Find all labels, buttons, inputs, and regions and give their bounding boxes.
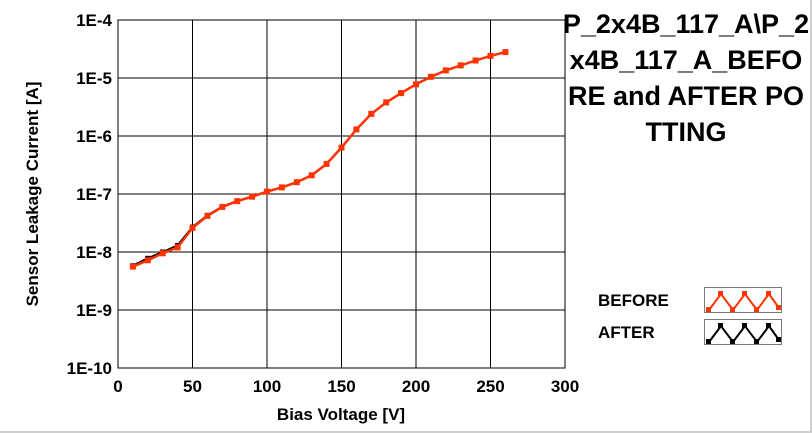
y-tick-label: 1E-4 <box>76 11 112 30</box>
y-axis-ticks: 1E-10 1E-9 1E-8 1E-7 1E-6 1E-5 1E-4 <box>67 11 113 378</box>
legend-swatch-after <box>704 319 782 345</box>
data-point-before <box>264 188 270 195</box>
x-axis-ticks: 0 50 100 150 200 250 300 <box>113 377 579 396</box>
data-point-before <box>308 172 315 179</box>
data-point-before <box>487 52 494 59</box>
x-tick-label: 100 <box>253 377 281 396</box>
y-tick-label: 1E-9 <box>76 301 112 320</box>
data-point-before <box>174 244 181 251</box>
y-axis-label: Sensor Leakage Current [A] <box>23 82 42 307</box>
grid-lines <box>118 20 565 368</box>
data-point-before <box>502 49 509 56</box>
data-point-before <box>442 67 449 74</box>
data-point-before <box>413 81 419 88</box>
data-point-before <box>368 110 375 117</box>
data-point-before <box>159 250 166 257</box>
data-point-before <box>457 62 464 69</box>
x-tick-label: 50 <box>183 377 202 396</box>
data-point-before <box>338 144 345 151</box>
data-point-before <box>144 257 151 264</box>
data-point-before <box>293 179 300 186</box>
y-tick-label: 1E-6 <box>76 127 112 146</box>
data-point-before <box>353 126 360 133</box>
data-point-before <box>383 99 390 106</box>
legend-item-before: BEFORE <box>598 287 782 315</box>
legend-label-after: AFTER <box>598 323 655 342</box>
data-point-before <box>427 73 434 80</box>
data-point-before <box>129 263 136 270</box>
data-point-before <box>278 184 285 191</box>
series-layer <box>129 49 509 270</box>
y-tick-label: 1E-8 <box>76 243 112 262</box>
data-point-before <box>398 90 405 97</box>
data-point-before <box>189 224 196 231</box>
data-point-before <box>234 198 241 205</box>
y-tick-label: 1E-5 <box>76 69 112 88</box>
data-point-before <box>219 203 226 210</box>
series-before <box>129 49 509 270</box>
x-tick-label: 150 <box>327 377 355 396</box>
x-tick-label: 200 <box>402 377 430 396</box>
y-tick-label: 1E-10 <box>67 359 112 378</box>
legend-swatch-before <box>704 287 782 313</box>
data-point-before <box>204 212 211 219</box>
data-point-before <box>472 57 479 64</box>
legend: BEFORE AFTER <box>590 285 782 349</box>
x-axis-label: Bias Voltage [V] <box>277 405 405 424</box>
legend-item-after: AFTER <box>598 319 782 347</box>
x-tick-label: 0 <box>113 377 122 396</box>
x-tick-label: 300 <box>551 377 579 396</box>
legend-label-before: BEFORE <box>598 291 669 310</box>
x-tick-label: 250 <box>476 377 504 396</box>
chart-title: P_2x4B_117_A\P_2x4B_117_A_BEFORE and AFT… <box>562 9 810 147</box>
data-point-before <box>249 193 256 200</box>
y-tick-label: 1E-7 <box>76 185 112 204</box>
data-point-before <box>323 160 330 167</box>
